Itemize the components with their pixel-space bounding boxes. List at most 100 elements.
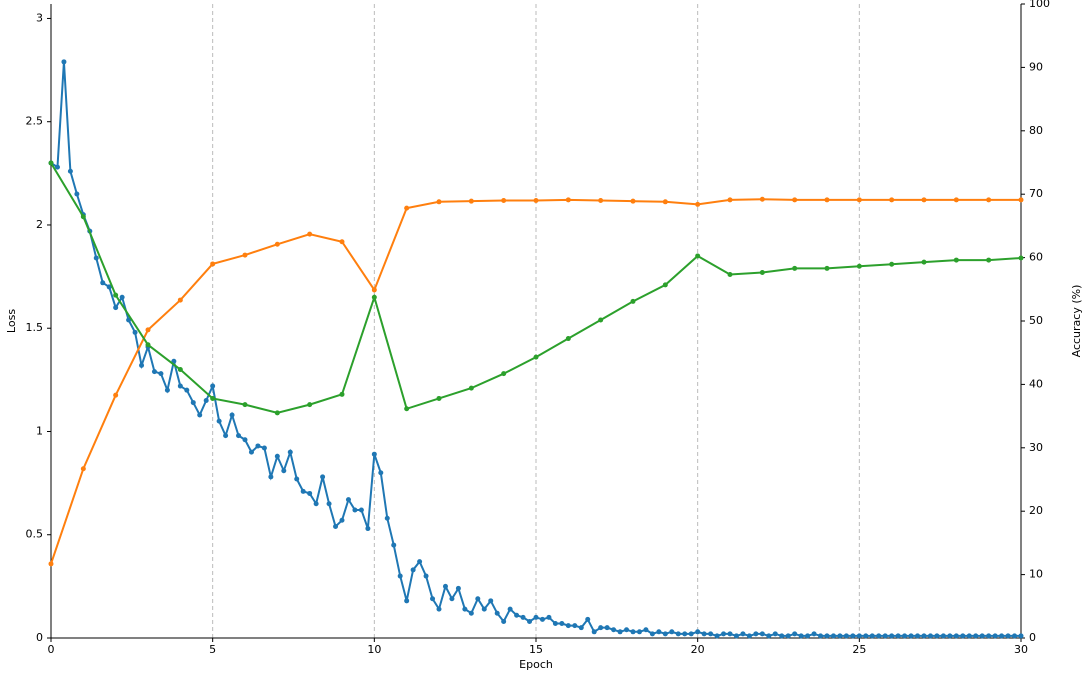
point — [313, 501, 319, 507]
point — [287, 449, 293, 455]
point — [727, 631, 733, 637]
point — [404, 598, 410, 604]
point — [203, 398, 209, 404]
point — [772, 631, 778, 637]
point — [501, 198, 507, 204]
point — [326, 501, 332, 507]
point — [611, 627, 617, 633]
point — [113, 305, 119, 311]
point — [339, 391, 345, 397]
point — [753, 631, 759, 637]
y2-tick-label: 0 — [1029, 631, 1036, 644]
y2-tick-label: 100 — [1029, 0, 1050, 10]
point — [585, 616, 591, 622]
y-tick-label: 2 — [36, 218, 43, 231]
point — [417, 559, 423, 565]
point — [223, 433, 229, 439]
point — [365, 526, 371, 532]
point — [442, 583, 448, 589]
point — [93, 255, 99, 261]
point — [546, 614, 552, 620]
point — [759, 269, 765, 275]
point — [378, 470, 384, 476]
point — [824, 633, 830, 639]
y2-axis-label: Accuracy (%) — [1070, 285, 1083, 358]
point — [371, 451, 377, 457]
point — [902, 633, 908, 639]
point — [371, 294, 377, 300]
point — [423, 573, 429, 579]
y2-tick-label: 10 — [1029, 568, 1043, 581]
point — [960, 633, 966, 639]
point — [158, 371, 164, 377]
point — [527, 618, 533, 624]
point — [714, 633, 720, 639]
point — [889, 197, 895, 203]
point — [255, 443, 261, 449]
point — [533, 198, 539, 204]
point — [307, 231, 313, 237]
point — [248, 449, 254, 455]
point — [908, 633, 914, 639]
point — [190, 400, 196, 406]
point — [863, 633, 869, 639]
point — [934, 633, 940, 639]
point — [733, 633, 739, 639]
point — [449, 596, 455, 602]
point — [455, 585, 461, 591]
point — [830, 633, 836, 639]
point — [927, 633, 933, 639]
point — [986, 257, 992, 263]
point — [805, 633, 811, 639]
point — [695, 253, 701, 259]
point — [759, 196, 765, 202]
point — [151, 369, 157, 375]
point — [552, 621, 558, 627]
point — [889, 633, 895, 639]
point — [339, 517, 345, 523]
point — [113, 392, 119, 398]
point — [895, 633, 901, 639]
y-axis-label: Loss — [5, 309, 18, 333]
point — [785, 633, 791, 639]
y-tick-label: 3 — [36, 11, 43, 24]
point — [630, 629, 636, 635]
point — [404, 406, 410, 412]
point — [869, 633, 875, 639]
point — [274, 410, 280, 416]
point — [539, 616, 545, 622]
point — [113, 292, 119, 298]
point — [307, 402, 313, 408]
point — [915, 633, 921, 639]
point — [533, 614, 539, 620]
point — [708, 631, 714, 637]
point — [177, 383, 183, 389]
point — [675, 631, 681, 637]
point — [669, 629, 675, 635]
y-tick-label: 1 — [36, 424, 43, 437]
point — [436, 395, 442, 401]
point — [236, 433, 242, 439]
point — [74, 191, 80, 197]
point — [837, 633, 843, 639]
point — [624, 627, 630, 633]
point — [468, 385, 474, 391]
point — [501, 371, 507, 377]
point — [882, 633, 888, 639]
point — [468, 610, 474, 616]
point — [630, 298, 636, 304]
point — [106, 284, 112, 290]
point — [876, 633, 882, 639]
point — [384, 515, 390, 521]
point — [274, 453, 280, 459]
point — [54, 164, 60, 170]
point — [662, 282, 668, 288]
point — [792, 265, 798, 271]
point — [468, 198, 474, 204]
point — [268, 474, 274, 480]
point — [662, 631, 668, 637]
point — [688, 631, 694, 637]
point — [229, 412, 235, 418]
y2-tick-label: 40 — [1029, 377, 1043, 390]
x-tick-label: 0 — [48, 643, 55, 656]
